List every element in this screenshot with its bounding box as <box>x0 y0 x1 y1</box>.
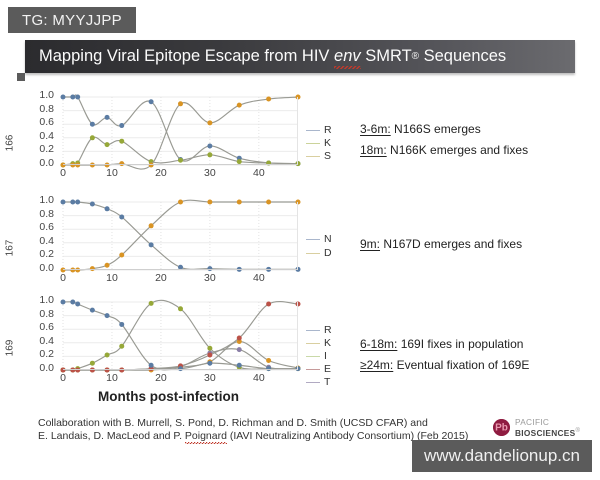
svg-text:Pb: Pb <box>495 423 508 434</box>
